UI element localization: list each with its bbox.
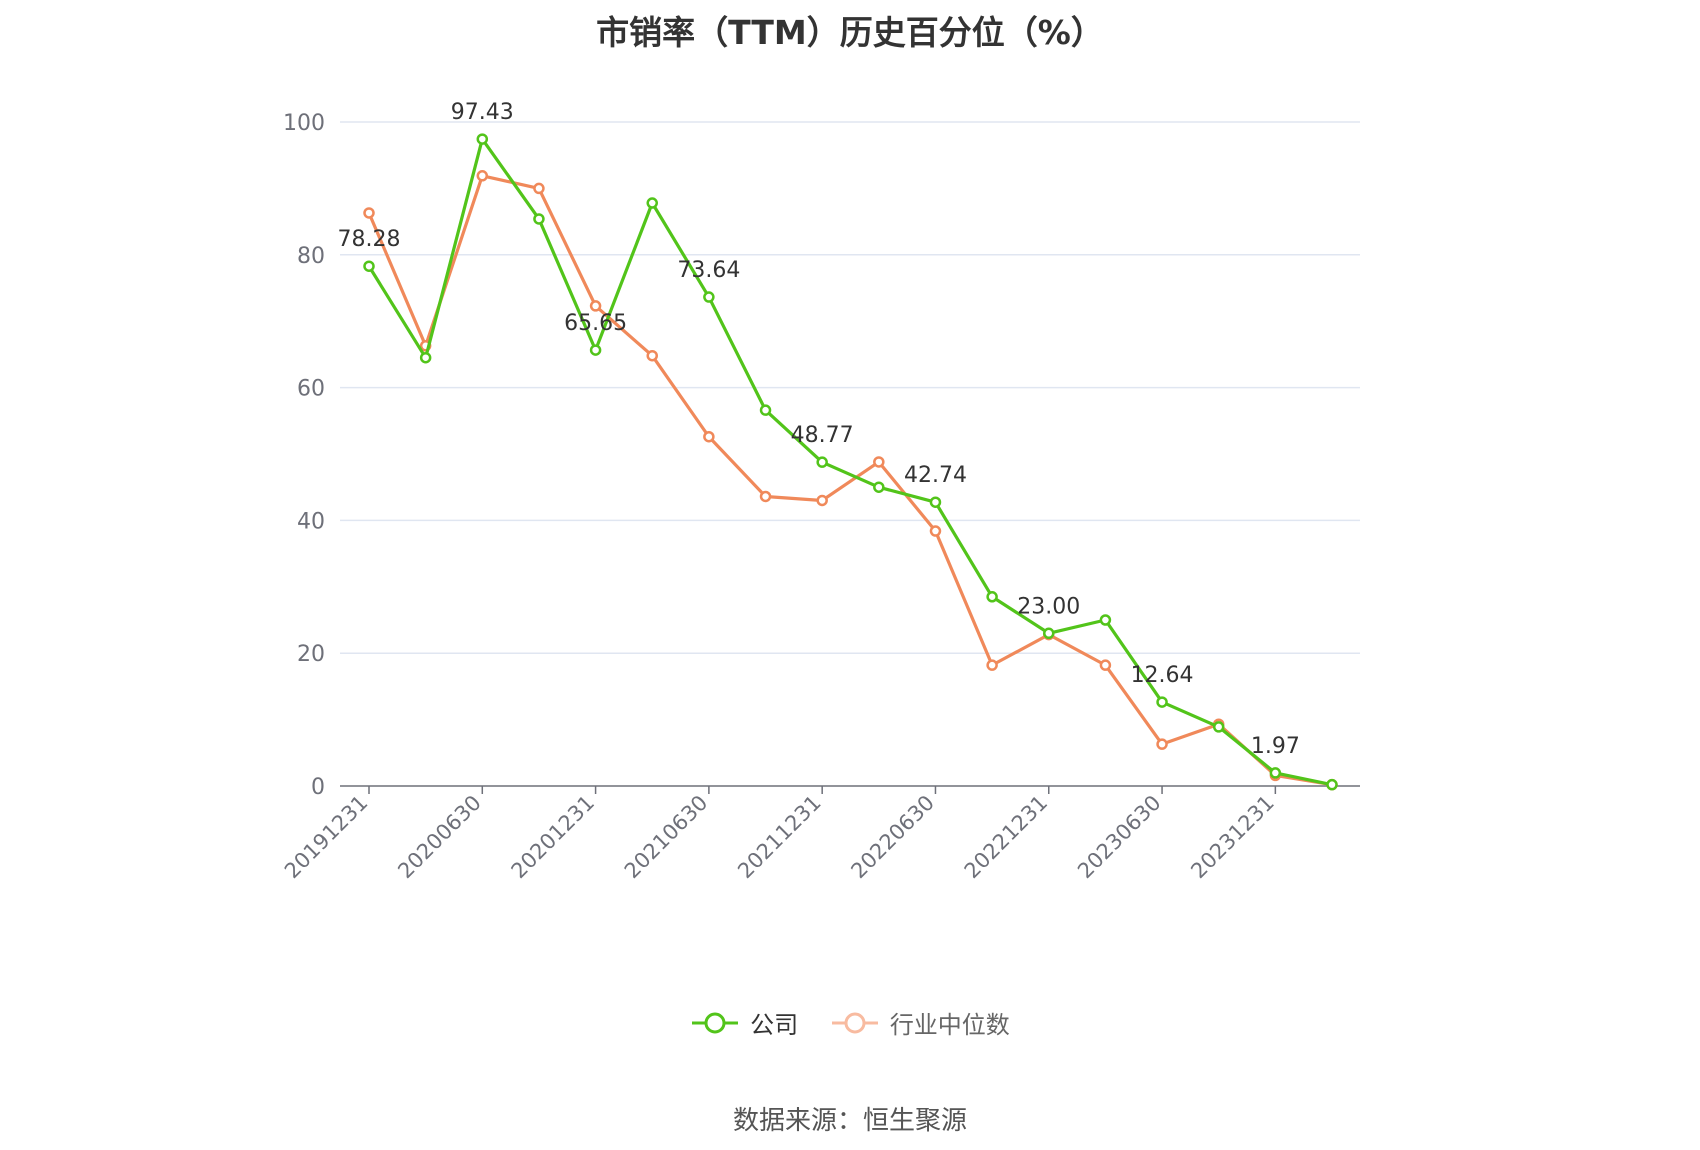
data-point-industry-median[interactable] <box>816 494 828 507</box>
y-tick-label: 60 <box>297 377 325 402</box>
data-point-industry-median[interactable] <box>363 207 375 219</box>
chart-title: 市销率（TTM）历史百分位（%） <box>596 13 1104 52</box>
series-line-company <box>367 137 1333 787</box>
data-point-company[interactable] <box>1156 696 1168 708</box>
legend-item-company[interactable]: 公司 <box>690 1005 798 1040</box>
legend-item-industry-median[interactable]: 行业中位数 <box>830 1005 1010 1040</box>
y-tick-label: 20 <box>297 642 325 667</box>
data-label: 78.28 <box>338 227 401 252</box>
data-point-industry-median[interactable] <box>1156 738 1168 750</box>
data-point-company[interactable] <box>816 456 828 468</box>
legend-label-industry-median: 行业中位数 <box>889 1011 1010 1039</box>
legend: 公司 行业中位数 <box>0 1005 1700 1041</box>
data-point-industry-median[interactable] <box>929 525 942 537</box>
data-point-industry-median[interactable] <box>759 490 772 503</box>
data-point-company[interactable] <box>363 260 375 272</box>
x-tick-label: 20191231 <box>280 791 373 884</box>
data-point-industry-median[interactable] <box>646 349 658 362</box>
data-point-company[interactable] <box>873 481 885 493</box>
legend-industry-median-line-icon <box>831 1012 878 1033</box>
x-tick-label: 20201231 <box>507 791 600 884</box>
data-label: 1.97 <box>1251 734 1300 759</box>
data-label: 73.64 <box>677 258 740 283</box>
data-point-industry-median[interactable] <box>533 182 545 195</box>
data-label: 65.65 <box>564 311 627 336</box>
data-point-company[interactable] <box>646 197 658 209</box>
series-lines <box>363 133 1338 791</box>
data-label: 97.43 <box>451 100 514 125</box>
x-tick-label: 20230630 <box>1073 791 1166 884</box>
x-tick-label: 20211231 <box>733 791 826 884</box>
x-tick-label: 20220630 <box>846 791 939 884</box>
data-point-industry-median[interactable] <box>986 659 998 671</box>
data-point-industry-median[interactable] <box>703 430 715 443</box>
x-tick-label: 20200630 <box>393 791 486 884</box>
data-label: 42.74 <box>904 463 967 488</box>
data-point-company[interactable] <box>1326 778 1338 791</box>
data-label: 23.00 <box>1017 594 1080 619</box>
data-labels: 78.28 97.43 65.65 73.64 48.77 42.74 23.00 12.64… <box>338 100 1300 759</box>
data-point-company[interactable] <box>1269 767 1282 779</box>
x-tick-label: 20231231 <box>1186 791 1279 884</box>
data-point-industry-median[interactable] <box>476 170 489 182</box>
data-point-industry-median[interactable] <box>873 456 885 468</box>
legend-label-company: 公司 <box>750 1011 799 1039</box>
data-label: 48.77 <box>791 423 854 448</box>
y-tick-label: 0 <box>311 775 325 800</box>
data-point-company[interactable] <box>759 404 772 416</box>
legend-company-line-icon <box>692 1012 739 1033</box>
source-note: 数据来源：恒生聚源 <box>732 1106 967 1136</box>
y-tick-label: 100 <box>283 111 325 136</box>
data-point-industry-median[interactable] <box>1099 659 1112 671</box>
data-point-company[interactable] <box>1043 627 1055 640</box>
data-point-company[interactable] <box>589 344 602 356</box>
series-line-industry-median <box>367 174 1333 787</box>
data-point-company[interactable] <box>929 496 942 508</box>
x-tick-label: 20210630 <box>620 791 713 884</box>
data-point-company[interactable] <box>533 213 545 225</box>
y-tick-label: 80 <box>297 244 325 269</box>
grid-lines <box>340 121 1360 654</box>
data-point-company[interactable] <box>1099 614 1112 626</box>
data-point-company[interactable] <box>986 591 998 603</box>
data-point-company[interactable] <box>703 291 715 303</box>
data-point-industry-median[interactable] <box>589 300 602 312</box>
data-label: 12.64 <box>1131 663 1194 688</box>
data-point-company[interactable] <box>1212 721 1225 733</box>
x-tick-label: 20221231 <box>960 791 1053 884</box>
y-tick-label: 40 <box>297 509 325 534</box>
data-point-company[interactable] <box>476 133 489 145</box>
data-point-company[interactable] <box>419 351 432 364</box>
